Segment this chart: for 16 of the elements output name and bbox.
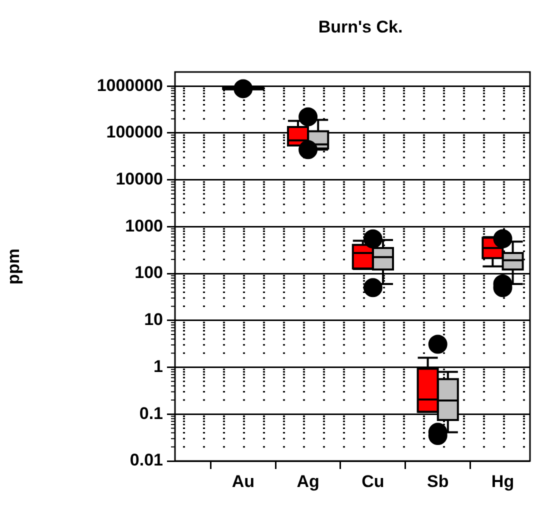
y-tick-label: 100 bbox=[134, 263, 163, 282]
x-tick-label: Ag bbox=[296, 472, 320, 491]
chart-title: Burn's Ck. bbox=[318, 18, 403, 37]
y-tick-label: 100000 bbox=[106, 122, 163, 142]
x-tick-label: Cu bbox=[362, 472, 384, 491]
y-tick-label: 10 bbox=[144, 310, 163, 330]
x-tick-label: Sb bbox=[426, 472, 449, 491]
y-tick-label: 1 bbox=[154, 356, 163, 376]
y-tick-label: 1000000 bbox=[96, 76, 163, 95]
x-tick-label: Au bbox=[232, 472, 254, 491]
x-tick-label: Hg bbox=[491, 472, 514, 491]
y-axis-title: ppm bbox=[4, 248, 23, 284]
y-tick-label: 10000 bbox=[116, 170, 163, 189]
y-tick-label: 0.01 bbox=[130, 450, 163, 470]
y-tick-label: 0.1 bbox=[139, 404, 163, 423]
y-tick-label: 1000 bbox=[125, 216, 163, 236]
